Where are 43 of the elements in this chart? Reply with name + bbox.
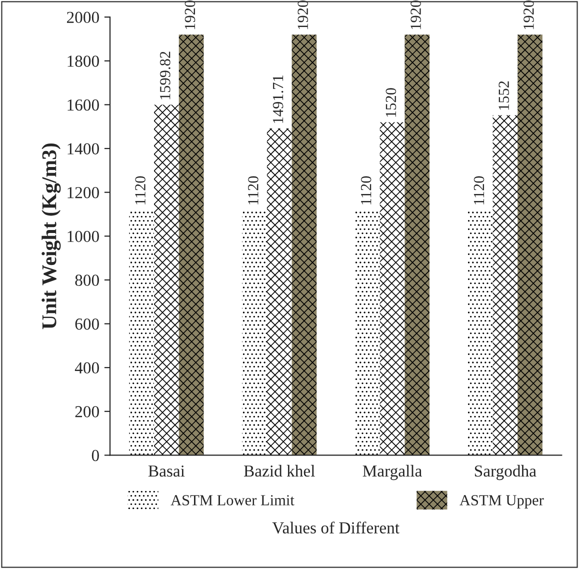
bar bbox=[154, 104, 179, 456]
legend-label: ASTM Upper bbox=[460, 495, 544, 508]
x-tick-label: Margalla bbox=[362, 464, 422, 480]
bar bbox=[404, 34, 430, 456]
data-label: 1920 bbox=[410, 0, 421, 30]
y-tick-label: 1000 bbox=[68, 230, 99, 242]
bar bbox=[518, 34, 542, 456]
x-tick-label: Basai bbox=[148, 465, 185, 477]
data-label: 1920 bbox=[298, 0, 308, 30]
y-tick-label: 1800 bbox=[68, 56, 99, 67]
y-tick-label: 1600 bbox=[68, 99, 99, 111]
y-tick-label: 800 bbox=[75, 274, 99, 286]
x-axis-title: Values of Different bbox=[272, 522, 400, 534]
bar bbox=[468, 210, 493, 456]
y-axis-title: Unit Weight (Kg/m3) bbox=[42, 143, 61, 330]
y-tick-label: 400 bbox=[74, 362, 99, 374]
bar bbox=[492, 115, 518, 456]
x-tick-label: Sargodha bbox=[474, 464, 536, 480]
data-label: 1491.71 bbox=[272, 76, 284, 123]
data-label: 1920 bbox=[524, 0, 534, 30]
y-tick-label: 1200 bbox=[68, 187, 99, 198]
bar bbox=[129, 210, 154, 456]
x-tick-label: Bazid khel bbox=[244, 464, 315, 477]
data-label: 1120 bbox=[135, 176, 146, 204]
y-tick-label: 1400 bbox=[68, 143, 99, 154]
data-label: 1120 bbox=[248, 176, 258, 204]
bar bbox=[242, 210, 267, 456]
data-label: 1552 bbox=[498, 81, 509, 110]
y-tick-label: 0 bbox=[92, 450, 99, 462]
bar bbox=[266, 128, 292, 456]
bar bbox=[178, 34, 204, 456]
y-tick-label: 2000 bbox=[66, 12, 99, 24]
bar bbox=[355, 210, 380, 456]
data-label: 1920 bbox=[184, 0, 196, 30]
data-label: 1520 bbox=[386, 88, 396, 117]
bar bbox=[292, 34, 317, 456]
data-label: 1120 bbox=[360, 176, 372, 204]
y-tick-label: 600 bbox=[75, 318, 99, 330]
legend-label: ASTM Lower Limit bbox=[170, 495, 294, 506]
data-label: 1120 bbox=[474, 176, 484, 204]
y-tick-label: 200 bbox=[75, 406, 99, 418]
bar bbox=[380, 122, 405, 456]
data-label: 1599.82 bbox=[160, 52, 170, 100]
